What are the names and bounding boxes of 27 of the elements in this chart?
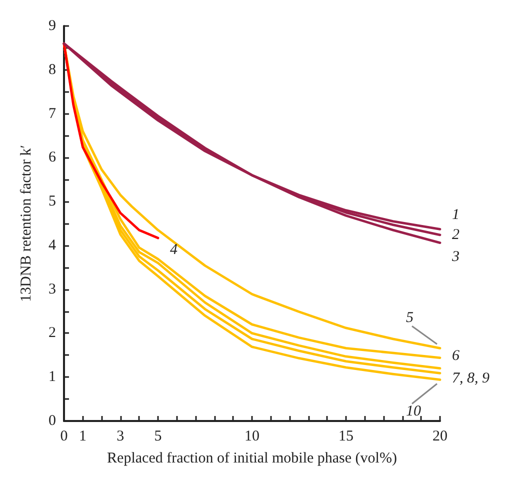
y-tick-label: 7: [48, 106, 56, 122]
series-label: 4: [170, 242, 178, 258]
series-label: 3: [451, 248, 460, 265]
series-label: 6: [452, 348, 460, 364]
y-tick-label: 5: [48, 194, 56, 210]
series-label: 5: [406, 310, 414, 326]
series-label: 1: [452, 207, 460, 224]
y-tick-label: 0: [48, 413, 56, 429]
series-label: 7, 8, 9: [452, 370, 490, 386]
x-tick-label: 15: [338, 428, 354, 444]
series-label: 10: [406, 404, 422, 420]
x-tick-label: 0: [60, 428, 68, 444]
x-tick-label: 1: [79, 428, 87, 444]
x-tick-label: 10: [244, 428, 260, 444]
y-tick-label: 9: [48, 18, 56, 34]
y-tick-label: 6: [48, 150, 56, 166]
y-tick-label: 3: [48, 281, 56, 298]
y-tick-label: 4: [48, 237, 56, 254]
y-tick-label: 1: [48, 369, 56, 386]
series-label: 2: [452, 226, 460, 243]
x-axis-title: Replaced fraction of initial mobile phase (vol%): [107, 450, 397, 466]
y-tick-label: 8: [48, 62, 56, 78]
y-tick-label: 2: [48, 325, 56, 342]
y-axis-title: 13DNB retention factor k′: [18, 145, 34, 302]
x-tick-label: 5: [154, 428, 162, 444]
x-tick-label: 3: [116, 428, 124, 444]
x-tick-label: 20: [432, 428, 448, 444]
